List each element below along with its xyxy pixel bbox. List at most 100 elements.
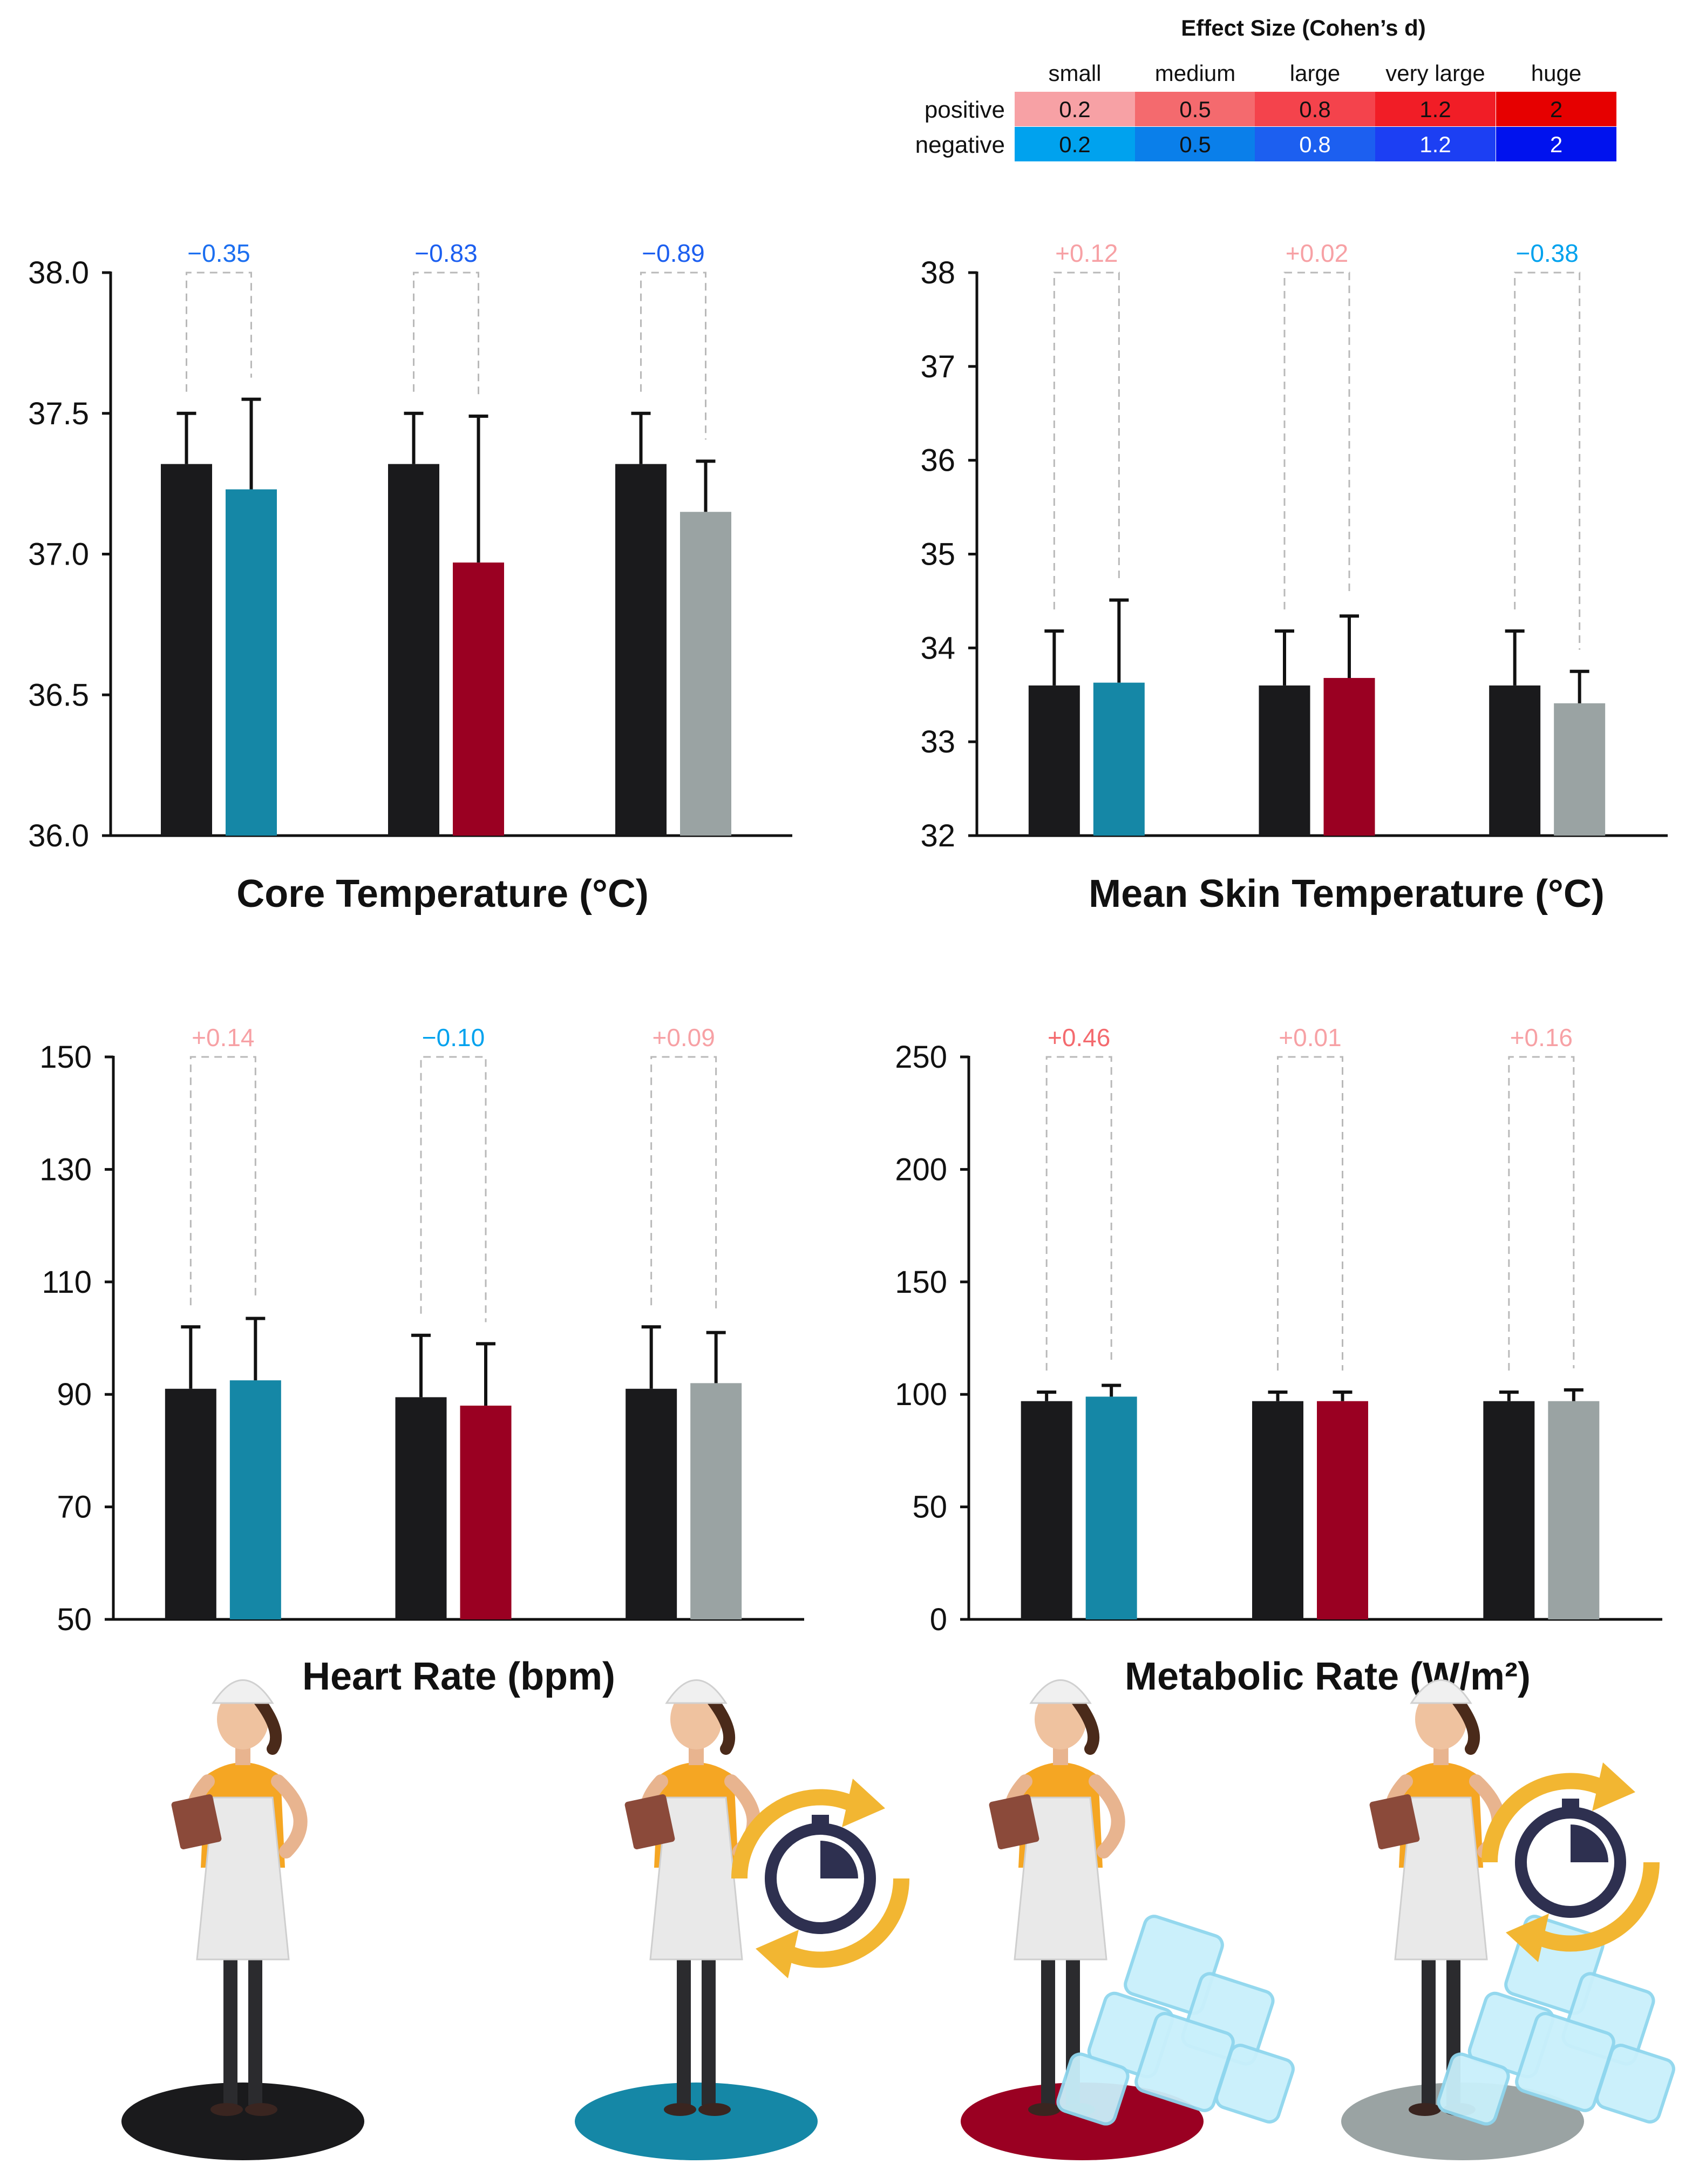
legend-cell-value: 2 <box>1550 132 1562 157</box>
worker-leg <box>677 1943 691 2105</box>
effect-size-label: +0.12 <box>1055 239 1118 267</box>
legend-cell-value: 1.2 <box>1419 97 1451 122</box>
legend-cell-value: 2 <box>1550 97 1562 122</box>
y-tick-label: 250 <box>895 1040 947 1075</box>
clipboard-icon <box>171 1794 222 1850</box>
worker-baseline <box>121 1679 364 2160</box>
legend-column-huge: huge <box>1531 60 1581 86</box>
y-tick-label: 37 <box>920 349 955 384</box>
legend-column-small: small <box>1048 60 1101 86</box>
y-tick-label: 200 <box>895 1152 947 1187</box>
legend-cell-value: 0.8 <box>1299 97 1330 122</box>
effect-size-label: −0.35 <box>187 239 250 267</box>
worker-hair <box>706 1694 736 1755</box>
y-tick-label: 35 <box>920 537 955 572</box>
refresh-arrow <box>731 1789 856 1879</box>
worker-cap <box>212 1679 274 1704</box>
bar-skin-temp-group1-baseline <box>1028 685 1080 836</box>
y-tick-label: 150 <box>39 1040 92 1075</box>
worker-timer <box>575 1679 910 2160</box>
bar-metabolic-rate-group1-baseline <box>1021 1401 1072 1619</box>
bar-core-temp-group3-baseline <box>615 464 667 836</box>
chart-core-temp: 36.0 36.5 37.0 37.5 38.0 −0.35 −0.83 −0.89 Core … <box>28 239 792 915</box>
worker-shoe <box>1409 2103 1441 2116</box>
arrow-head <box>756 1930 799 1978</box>
chart-skin-temp: 32 33 34 35 36 37 38 +0.12 +0.02 −0.38 Mean Skin T… <box>920 239 1668 915</box>
bar-heart-rate-group1-condition <box>229 1380 281 1619</box>
legend-cell-positive-huge <box>1496 92 1616 126</box>
y-tick-label: 70 <box>57 1490 92 1525</box>
bar-heart-rate-group3-baseline <box>626 1388 677 1619</box>
bar-skin-temp-group1-condition <box>1093 682 1145 836</box>
y-tick-label: 50 <box>57 1602 92 1637</box>
legend-row-negative: negative <box>915 132 1005 158</box>
y-tick-label: 110 <box>42 1265 92 1300</box>
platform-disc <box>1341 2083 1584 2160</box>
legend-cell-value: 0.2 <box>1059 132 1090 157</box>
bar-heart-rate-group3-condition <box>690 1383 742 1619</box>
effect-bracket <box>1053 272 1120 610</box>
platform-disc <box>961 2083 1204 2160</box>
effect-bracket <box>1508 1056 1575 1371</box>
worker-hair <box>253 1694 282 1755</box>
y-tick-label: 33 <box>920 724 955 759</box>
effect-bracket <box>413 272 479 395</box>
effect-bracket <box>186 272 252 392</box>
legend-cell-negative-huge <box>1496 127 1616 161</box>
worker-ice <box>961 1679 1295 2160</box>
bar-heart-rate-group1-baseline <box>165 1388 216 1619</box>
platform-disc <box>575 2083 818 2160</box>
clipboard-icon <box>624 1794 675 1850</box>
legend-cell-value: 0.2 <box>1059 97 1090 122</box>
arrow-head <box>842 1779 885 1827</box>
legend-cell-negative-medium <box>1135 127 1255 161</box>
ice-cube-icon <box>1215 2044 1295 2124</box>
stopwatch-hand <box>1571 1824 1608 1862</box>
y-tick-label: 100 <box>895 1377 947 1412</box>
y-tick-label: 38.0 <box>28 255 89 290</box>
legend-cell-value: 1.2 <box>1419 132 1451 157</box>
y-tick-label: 50 <box>912 1490 947 1525</box>
effect-size-label: +0.09 <box>652 1023 715 1052</box>
chart-title: Core Temperature (°C) <box>236 872 649 915</box>
y-tick-label: 34 <box>920 630 955 666</box>
arrow-head <box>1592 1762 1635 1811</box>
effect-bracket <box>1283 272 1350 610</box>
worker-timer-ice <box>1341 1679 1675 2160</box>
bar-skin-temp-group2-condition <box>1323 677 1375 836</box>
ice-cube-icon <box>1437 2052 1510 2126</box>
effect-size-label: −0.10 <box>422 1023 485 1052</box>
worker-cap <box>1410 1679 1472 1704</box>
legend-cell-value: 0.5 <box>1179 97 1211 122</box>
legend-cell-negative-very-large <box>1375 127 1496 161</box>
bar-metabolic-rate-group1-condition <box>1085 1396 1137 1619</box>
refresh-arrow <box>785 1878 910 1968</box>
y-tick-label: 37.0 <box>28 537 89 572</box>
chart-heart-rate: 50 70 90 110 130 150 +0.14 −0.10 +0.09 Heart Rate… <box>39 1023 804 1698</box>
worker-shoe <box>664 2103 696 2116</box>
effect-size-label: −0.38 <box>1515 239 1578 267</box>
bar-metabolic-rate-group3-condition <box>1548 1401 1600 1619</box>
bar-skin-temp-group2-baseline <box>1259 685 1310 836</box>
worker-cap <box>665 1679 728 1704</box>
y-tick-label: 130 <box>39 1152 92 1187</box>
arrow-head <box>1506 1914 1549 1962</box>
legend-row-positive: positive <box>925 97 1005 123</box>
y-tick-label: 37.5 <box>28 396 89 431</box>
legend-cell-positive-medium <box>1135 92 1255 126</box>
chart-title: Heart Rate (bpm) <box>302 1655 615 1698</box>
effect-bracket <box>189 1056 256 1306</box>
worker-arm <box>271 1774 308 1859</box>
legend-cell-negative-small <box>1015 127 1135 161</box>
worker-shoe <box>1028 2103 1061 2116</box>
clipboard-icon <box>1369 1794 1420 1850</box>
clipboard-icon <box>989 1794 1039 1850</box>
effect-size-label: +0.14 <box>192 1023 254 1052</box>
bar-skin-temp-group3-condition <box>1554 703 1606 836</box>
legend-column-medium: medium <box>1155 60 1235 86</box>
effect-bracket <box>420 1056 487 1322</box>
bar-core-temp-group1-baseline <box>161 464 212 836</box>
effect-size-label: −0.89 <box>642 239 704 267</box>
bar-core-temp-group3-condition <box>680 512 731 836</box>
